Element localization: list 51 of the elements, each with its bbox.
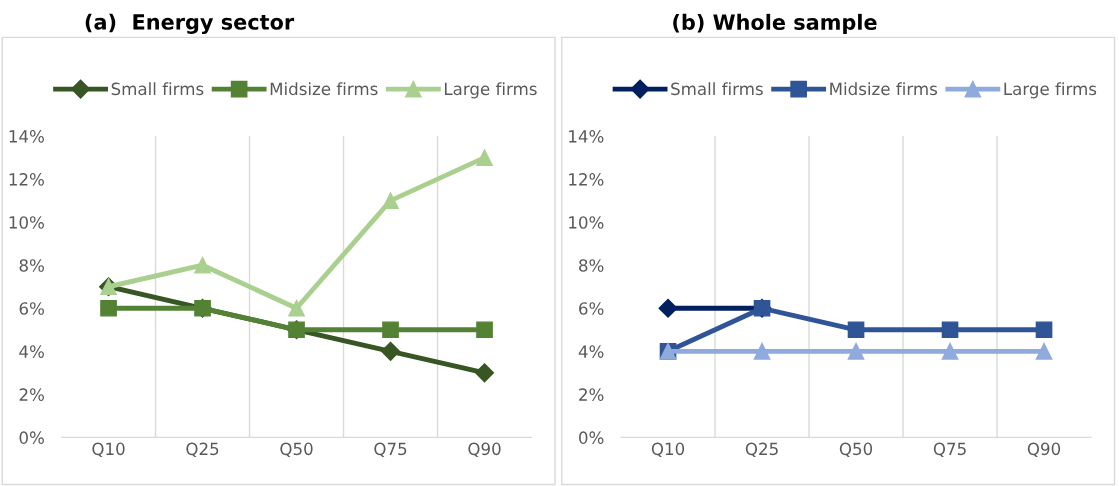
- legend-label: Small firms: [111, 82, 204, 96]
- y-tick-label: 8%: [19, 259, 44, 272]
- y-tick-label: 6%: [579, 302, 604, 315]
- point: [476, 149, 493, 166]
- x-tick-label: Q25: [186, 442, 219, 458]
- x-tick-label: Q75: [933, 442, 966, 458]
- x-tick-label: Q10: [92, 442, 125, 458]
- point: [194, 256, 211, 274]
- y-tick-label: 14%: [569, 130, 604, 143]
- y-tick-label: 8%: [579, 259, 604, 272]
- point: [941, 342, 959, 360]
- y-tick-label: 0%: [19, 431, 44, 444]
- y-tick-label: 6%: [19, 302, 44, 315]
- y-tick-label: 12%: [9, 173, 44, 186]
- y-tick-label: 12%: [569, 173, 604, 186]
- legend-label: Small firms: [671, 82, 763, 96]
- y-tick-label: 10%: [569, 216, 604, 229]
- point: [476, 321, 493, 339]
- x-tick-label: Q10: [651, 442, 685, 458]
- point: [382, 321, 399, 339]
- x-tick-label: Q90: [468, 442, 501, 458]
- legend-label: Midsize firms: [830, 82, 938, 96]
- point: [100, 299, 117, 317]
- point: [847, 342, 865, 360]
- chart-title: (b) Whole sample: [673, 13, 877, 35]
- point: [941, 321, 959, 339]
- y-tick-label: 4%: [578, 345, 604, 358]
- point: [1035, 321, 1053, 339]
- y-tick-label: 4%: [19, 345, 44, 358]
- x-tick-label: Q50: [280, 442, 313, 458]
- legend-label: Large firms: [1004, 82, 1097, 99]
- y-tick-label: 2%: [19, 388, 44, 401]
- legend-label: Large firms: [444, 82, 537, 99]
- x-tick-label: Q75: [374, 442, 407, 458]
- x-tick-label: Q90: [1027, 442, 1061, 458]
- point: [847, 321, 865, 339]
- legend-label: Midsize firms: [270, 82, 378, 96]
- chart-title: (a) Energy sector: [85, 13, 295, 35]
- point: [382, 192, 399, 209]
- x-tick-label: Q50: [839, 442, 873, 458]
- point: [1035, 342, 1053, 360]
- point: [288, 299, 305, 317]
- point: [474, 363, 495, 383]
- y-tick-label: 10%: [9, 216, 44, 229]
- x-tick-label: Q25: [745, 442, 778, 458]
- point: [380, 341, 401, 361]
- point: [753, 342, 771, 360]
- y-tick-label: 2%: [579, 388, 604, 401]
- y-tick-label: 14%: [9, 130, 44, 143]
- point: [658, 298, 678, 318]
- y-tick-label: 0%: [579, 431, 604, 444]
